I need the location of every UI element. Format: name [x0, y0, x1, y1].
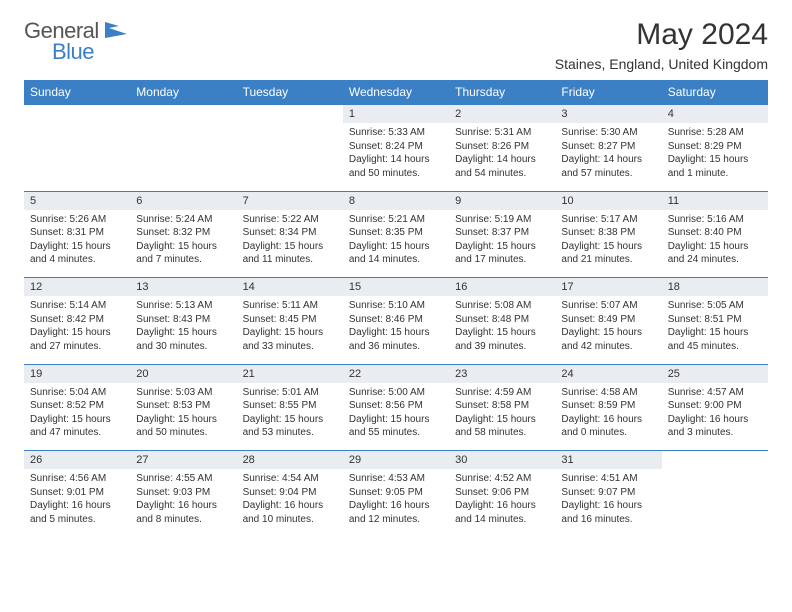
- col-tuesday: Tuesday: [237, 80, 343, 105]
- day-detail-cell: Sunrise: 5:04 AMSunset: 8:52 PMDaylight:…: [24, 383, 130, 451]
- day-number-row: 12131415161718: [24, 278, 768, 297]
- day-number-cell: 31: [555, 451, 661, 470]
- day-number-cell: 15: [343, 278, 449, 297]
- day-number-cell: 11: [662, 191, 768, 210]
- day-number-cell: 23: [449, 364, 555, 383]
- day-number-cell: 8: [343, 191, 449, 210]
- day-detail-cell: Sunrise: 5:03 AMSunset: 8:53 PMDaylight:…: [130, 383, 236, 451]
- day-number-cell: 18: [662, 278, 768, 297]
- flag-icon: [105, 20, 127, 43]
- day-number-cell: 30: [449, 451, 555, 470]
- day-detail-row: Sunrise: 4:56 AMSunset: 9:01 PMDaylight:…: [24, 469, 768, 537]
- day-detail-cell: Sunrise: 5:17 AMSunset: 8:38 PMDaylight:…: [555, 210, 661, 278]
- day-number-cell: 25: [662, 364, 768, 383]
- day-detail-cell: Sunrise: 5:14 AMSunset: 8:42 PMDaylight:…: [24, 296, 130, 364]
- day-number-cell: 3: [555, 105, 661, 124]
- header: General Blue May 2024 Staines, England, …: [24, 18, 768, 72]
- day-detail-cell: Sunrise: 5:00 AMSunset: 8:56 PMDaylight:…: [343, 383, 449, 451]
- day-number-row: 1234: [24, 105, 768, 124]
- day-number-cell: 6: [130, 191, 236, 210]
- day-number-cell: 22: [343, 364, 449, 383]
- logo: General Blue: [24, 18, 127, 44]
- day-number-cell: 16: [449, 278, 555, 297]
- day-detail-cell: Sunrise: 5:26 AMSunset: 8:31 PMDaylight:…: [24, 210, 130, 278]
- day-detail-cell: Sunrise: 4:54 AMSunset: 9:04 PMDaylight:…: [237, 469, 343, 537]
- day-detail-cell: Sunrise: 4:58 AMSunset: 8:59 PMDaylight:…: [555, 383, 661, 451]
- day-number-cell: 2: [449, 105, 555, 124]
- day-detail-cell: Sunrise: 5:21 AMSunset: 8:35 PMDaylight:…: [343, 210, 449, 278]
- day-number-cell: 9: [449, 191, 555, 210]
- day-number-cell: 19: [24, 364, 130, 383]
- day-detail-cell: Sunrise: 4:52 AMSunset: 9:06 PMDaylight:…: [449, 469, 555, 537]
- day-number-cell: 29: [343, 451, 449, 470]
- day-detail-cell: Sunrise: 4:56 AMSunset: 9:01 PMDaylight:…: [24, 469, 130, 537]
- day-detail-cell: Sunrise: 4:51 AMSunset: 9:07 PMDaylight:…: [555, 469, 661, 537]
- day-detail-cell: Sunrise: 5:30 AMSunset: 8:27 PMDaylight:…: [555, 123, 661, 191]
- calendar-table: Sunday Monday Tuesday Wednesday Thursday…: [24, 80, 768, 537]
- day-number-cell: 1: [343, 105, 449, 124]
- day-detail-row: Sunrise: 5:26 AMSunset: 8:31 PMDaylight:…: [24, 210, 768, 278]
- weekday-header-row: Sunday Monday Tuesday Wednesday Thursday…: [24, 80, 768, 105]
- day-detail-cell: Sunrise: 4:55 AMSunset: 9:03 PMDaylight:…: [130, 469, 236, 537]
- day-number-cell: 5: [24, 191, 130, 210]
- day-detail-cell: [24, 123, 130, 191]
- day-number-cell: 7: [237, 191, 343, 210]
- day-detail-cell: Sunrise: 5:22 AMSunset: 8:34 PMDaylight:…: [237, 210, 343, 278]
- location-text: Staines, England, United Kingdom: [555, 56, 768, 72]
- day-number-cell: [130, 105, 236, 124]
- day-number-cell: [24, 105, 130, 124]
- day-number-cell: 27: [130, 451, 236, 470]
- day-detail-cell: Sunrise: 5:24 AMSunset: 8:32 PMDaylight:…: [130, 210, 236, 278]
- calendar-body: 1234Sunrise: 5:33 AMSunset: 8:24 PMDayli…: [24, 105, 768, 538]
- day-detail-cell: Sunrise: 5:16 AMSunset: 8:40 PMDaylight:…: [662, 210, 768, 278]
- day-detail-cell: [130, 123, 236, 191]
- col-wednesday: Wednesday: [343, 80, 449, 105]
- day-number-cell: 13: [130, 278, 236, 297]
- day-detail-cell: Sunrise: 5:05 AMSunset: 8:51 PMDaylight:…: [662, 296, 768, 364]
- day-detail-cell: Sunrise: 4:57 AMSunset: 9:00 PMDaylight:…: [662, 383, 768, 451]
- day-detail-cell: Sunrise: 5:08 AMSunset: 8:48 PMDaylight:…: [449, 296, 555, 364]
- day-detail-cell: Sunrise: 5:13 AMSunset: 8:43 PMDaylight:…: [130, 296, 236, 364]
- logo-text-2: Blue: [52, 39, 94, 65]
- day-detail-cell: Sunrise: 5:31 AMSunset: 8:26 PMDaylight:…: [449, 123, 555, 191]
- title-block: May 2024 Staines, England, United Kingdo…: [555, 18, 768, 72]
- day-number-cell: 24: [555, 364, 661, 383]
- day-detail-row: Sunrise: 5:14 AMSunset: 8:42 PMDaylight:…: [24, 296, 768, 364]
- day-number-cell: 17: [555, 278, 661, 297]
- day-number-cell: [237, 105, 343, 124]
- col-thursday: Thursday: [449, 80, 555, 105]
- day-number-cell: 10: [555, 191, 661, 210]
- day-number-cell: 21: [237, 364, 343, 383]
- day-detail-row: Sunrise: 5:33 AMSunset: 8:24 PMDaylight:…: [24, 123, 768, 191]
- day-detail-cell: Sunrise: 5:11 AMSunset: 8:45 PMDaylight:…: [237, 296, 343, 364]
- page-title: May 2024: [555, 18, 768, 52]
- day-detail-cell: Sunrise: 5:19 AMSunset: 8:37 PMDaylight:…: [449, 210, 555, 278]
- day-detail-cell: Sunrise: 4:53 AMSunset: 9:05 PMDaylight:…: [343, 469, 449, 537]
- day-detail-cell: [662, 469, 768, 537]
- col-saturday: Saturday: [662, 80, 768, 105]
- day-detail-cell: [237, 123, 343, 191]
- day-detail-cell: Sunrise: 5:28 AMSunset: 8:29 PMDaylight:…: [662, 123, 768, 191]
- day-number-cell: 14: [237, 278, 343, 297]
- col-friday: Friday: [555, 80, 661, 105]
- day-detail-row: Sunrise: 5:04 AMSunset: 8:52 PMDaylight:…: [24, 383, 768, 451]
- day-number-cell: 28: [237, 451, 343, 470]
- day-number-row: 262728293031: [24, 451, 768, 470]
- day-number-row: 567891011: [24, 191, 768, 210]
- calendar-page: General Blue May 2024 Staines, England, …: [0, 0, 792, 547]
- day-number-row: 19202122232425: [24, 364, 768, 383]
- day-number-cell: 20: [130, 364, 236, 383]
- day-detail-cell: Sunrise: 5:07 AMSunset: 8:49 PMDaylight:…: [555, 296, 661, 364]
- day-detail-cell: Sunrise: 4:59 AMSunset: 8:58 PMDaylight:…: [449, 383, 555, 451]
- col-monday: Monday: [130, 80, 236, 105]
- day-number-cell: 4: [662, 105, 768, 124]
- day-number-cell: 12: [24, 278, 130, 297]
- day-detail-cell: Sunrise: 5:33 AMSunset: 8:24 PMDaylight:…: [343, 123, 449, 191]
- day-number-cell: [662, 451, 768, 470]
- day-detail-cell: Sunrise: 5:01 AMSunset: 8:55 PMDaylight:…: [237, 383, 343, 451]
- col-sunday: Sunday: [24, 80, 130, 105]
- day-detail-cell: Sunrise: 5:10 AMSunset: 8:46 PMDaylight:…: [343, 296, 449, 364]
- day-number-cell: 26: [24, 451, 130, 470]
